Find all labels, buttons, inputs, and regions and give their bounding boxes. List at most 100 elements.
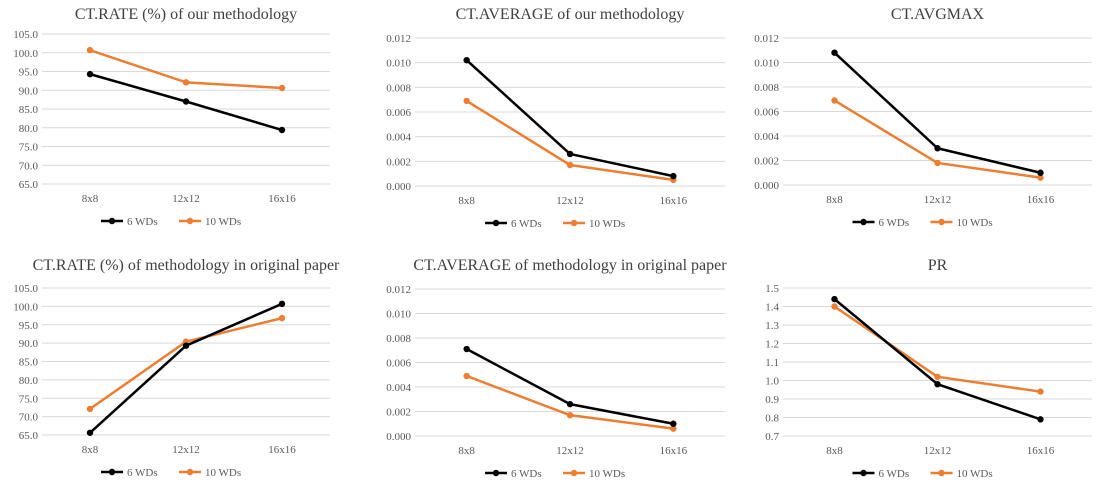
y-tick-label: 0.000: [386, 181, 411, 193]
legend-label: 10 WDs: [205, 216, 241, 228]
data-point: [1037, 416, 1044, 423]
x-tick-label: 16x16: [268, 444, 296, 456]
y-tick-label: 0.004: [386, 132, 411, 144]
y-tick-label: 0.000: [386, 431, 411, 443]
data-point: [182, 342, 190, 349]
data-point: [463, 97, 470, 105]
y-tick-label: 95.0: [19, 320, 39, 332]
series-line-6-wds: [89, 302, 283, 434]
y-tick-label: 0.012: [754, 33, 779, 45]
chart-title: CT.AVERAGE of methodology in original pa…: [413, 257, 727, 274]
chart-title: PR: [928, 257, 948, 274]
y-tick-label: 0.012: [386, 284, 411, 296]
y-tick-label: 0.004: [754, 131, 779, 143]
data-point: [1037, 388, 1044, 395]
x-tick-label: 8x8: [82, 444, 99, 456]
x-tick-label: 12x12: [556, 195, 584, 207]
y-tick-label: 90.0: [19, 85, 39, 97]
data-point: [1037, 174, 1044, 181]
data-point: [463, 372, 470, 380]
legend-label: 10 WDs: [589, 468, 625, 480]
legend-marker: [186, 217, 194, 225]
data-point: [566, 411, 574, 419]
data-point: [831, 49, 838, 56]
y-tick-label: 0.7: [765, 431, 779, 443]
data-point: [566, 150, 574, 158]
legend-label: 6 WDs: [127, 467, 158, 479]
y-tick-label: 0.010: [754, 58, 779, 70]
legend-marker: [108, 217, 116, 225]
legend-label: 10 WDs: [205, 467, 241, 479]
x-tick-label: 16x16: [268, 193, 296, 205]
chart-title: CT.RATE (%) of methodology in original p…: [33, 257, 340, 274]
line-chart-1: CT.RATE (%) of our methodology 65.0 70.0 75…: [13, 6, 330, 228]
y-tick-label: 0.002: [754, 156, 779, 168]
series-line-6-wds: [465, 59, 674, 178]
legend-marker: [860, 218, 867, 226]
x-tick-label: 8x8: [826, 445, 843, 457]
y-tick-label: 0.9: [765, 394, 779, 406]
data-point: [670, 172, 677, 180]
y-tick-label: 75.0: [19, 393, 39, 405]
y-tick-label: 0.002: [386, 407, 411, 419]
legend-label: 10 WDs: [589, 218, 625, 230]
data-point: [278, 126, 286, 134]
x-tick-label: 8x8: [458, 445, 475, 457]
data-point: [86, 70, 94, 78]
y-tick-label: 1.3: [765, 320, 779, 332]
data-point: [831, 303, 838, 310]
legend-label: 6 WDs: [879, 468, 910, 480]
x-tick-label: 12x12: [924, 194, 952, 206]
y-tick-label: 0.008: [386, 333, 411, 345]
y-tick-label: 0.006: [386, 358, 411, 370]
legend-marker: [938, 218, 945, 226]
data-point: [278, 314, 286, 322]
y-tick-label: 100.0: [13, 301, 38, 313]
legend-label: 10 WDs: [957, 217, 993, 229]
data-point: [670, 420, 677, 427]
chart-title: CT.AVERAGE of our methodology: [456, 6, 685, 23]
data-point: [934, 159, 941, 167]
y-tick-label: 0.000: [754, 180, 779, 192]
data-point: [566, 161, 574, 169]
data-point: [1037, 169, 1044, 176]
x-tick-label: 16x16: [660, 445, 688, 457]
y-tick-label: 75.0: [19, 142, 39, 154]
legend-marker: [860, 469, 867, 477]
x-tick-label: 8x8: [82, 193, 99, 205]
legend-label: 6 WDs: [879, 217, 910, 229]
data-point: [566, 400, 574, 408]
y-tick-label: 1.0: [765, 376, 779, 388]
y-tick-label: 0.010: [386, 58, 411, 70]
legend-marker: [570, 469, 578, 477]
y-tick-label: 65.0: [19, 179, 39, 191]
y-tick-label: 85.0: [19, 104, 39, 116]
x-tick-label: 12x12: [172, 444, 200, 456]
y-tick-label: 70.0: [19, 160, 39, 172]
x-tick-label: 8x8: [458, 195, 475, 207]
chart-title: CT.AVGMAX: [891, 6, 985, 23]
legend-label: 6 WDs: [511, 468, 542, 480]
legend-marker: [938, 469, 945, 477]
y-tick-label: 1.4: [765, 302, 779, 314]
y-tick-label: 70.0: [19, 412, 39, 424]
y-tick-label: 0.8: [765, 413, 779, 425]
y-tick-label: 65.0: [19, 430, 39, 442]
x-tick-label: 16x16: [1027, 194, 1055, 206]
x-tick-label: 12x12: [556, 445, 584, 457]
legend-marker: [186, 468, 194, 476]
data-point: [463, 57, 470, 64]
series-line-10-wds: [89, 316, 283, 410]
data-point: [934, 373, 941, 380]
line-chart-3: CT.AVGMAX 0.000 0.002 0.004 0.006 0.008 0.010 0…: [754, 6, 1092, 229]
y-tick-label: 1.2: [765, 339, 779, 351]
data-point: [278, 300, 286, 308]
data-point: [934, 381, 941, 388]
data-point: [86, 46, 94, 54]
legend-marker: [492, 469, 500, 477]
legend-label: 6 WDs: [127, 216, 158, 228]
y-tick-label: 80.0: [19, 375, 39, 387]
y-tick-label: 1.5: [765, 283, 779, 295]
y-tick-label: 80.0: [19, 123, 39, 135]
